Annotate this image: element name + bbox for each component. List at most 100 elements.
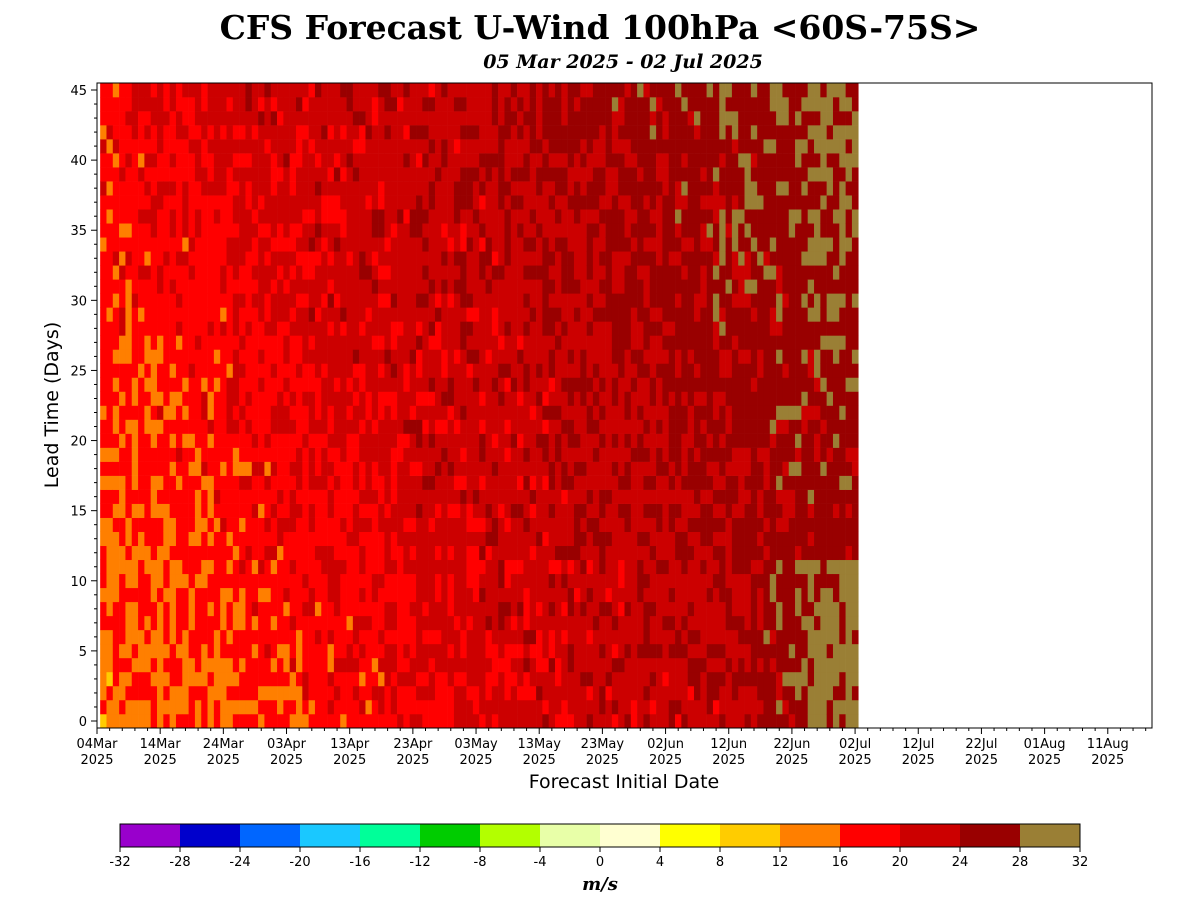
heatmap-cell [750, 615, 758, 631]
heatmap-cell [371, 433, 379, 448]
heatmap-cell [434, 573, 442, 589]
heatmap-cell [327, 139, 335, 154]
heatmap-cell [757, 699, 764, 715]
heatmap-cell [498, 363, 505, 378]
heatmap-cell [283, 489, 290, 504]
heatmap-cell [201, 629, 208, 645]
heatmap-cell [700, 573, 707, 589]
heatmap-cell [529, 251, 537, 266]
heatmap-cell [302, 517, 309, 532]
heatmap-cell [175, 97, 183, 112]
heatmap-cell [270, 713, 278, 729]
heatmap-cell [213, 153, 221, 168]
heatmap-cell [213, 321, 221, 336]
heatmap-cell [163, 657, 170, 673]
heatmap-cell [485, 615, 493, 631]
heatmap-cell [548, 111, 556, 126]
heatmap-cell [100, 419, 107, 434]
heatmap-cell [428, 97, 436, 112]
heatmap-cell [536, 195, 543, 210]
heatmap-cell [763, 139, 771, 154]
heatmap-cell [567, 279, 575, 294]
heatmap-cell [485, 517, 493, 532]
heatmap-cell [239, 671, 246, 687]
heatmap-cell [573, 615, 581, 631]
heatmap-cell [182, 97, 189, 112]
heatmap-cell [479, 573, 486, 589]
heatmap-cell [264, 195, 272, 210]
heatmap-cell [479, 83, 486, 98]
heatmap-cell [548, 167, 556, 182]
heatmap-cell [352, 251, 360, 266]
heatmap-cell [182, 181, 189, 196]
heatmap-cell [175, 419, 183, 434]
heatmap-cell [403, 209, 411, 224]
heatmap-cell [270, 489, 278, 504]
heatmap-cell [188, 377, 196, 392]
heatmap-cell [504, 587, 512, 603]
heatmap-cell [542, 713, 549, 729]
heatmap-cell [289, 517, 297, 532]
heatmap-cell [510, 503, 518, 518]
heatmap-cell [340, 265, 347, 280]
heatmap-cell [643, 363, 651, 378]
heatmap-cell [460, 83, 467, 98]
heatmap-cell [409, 587, 417, 603]
heatmap-cell [422, 489, 429, 504]
heatmap-cell [157, 405, 164, 420]
heatmap-cell [194, 573, 202, 589]
heatmap-cell [700, 461, 707, 476]
heatmap-cell [573, 377, 581, 392]
heatmap-cell [194, 237, 202, 252]
heatmap-cell [245, 237, 253, 252]
heatmap-cell [106, 671, 114, 687]
heatmap-cell [706, 629, 714, 645]
heatmap-cell [175, 307, 183, 322]
heatmap-cell [194, 713, 202, 729]
heatmap-cell [277, 671, 284, 687]
heatmap-cell [573, 293, 581, 308]
heatmap-cell [700, 265, 707, 280]
heatmap-cell [580, 685, 587, 701]
heatmap-cell [131, 377, 139, 392]
heatmap-cell [359, 279, 366, 294]
heatmap-cell [656, 251, 663, 266]
heatmap-cell [712, 377, 720, 392]
heatmap-cell [352, 643, 360, 659]
heatmap-cell [138, 657, 145, 673]
heatmap-cell [125, 643, 133, 659]
heatmap-cell [630, 545, 638, 561]
heatmap-cell [529, 601, 537, 617]
heatmap-cell [491, 657, 499, 673]
heatmap-cell [365, 587, 373, 603]
heatmap-cell [630, 405, 638, 420]
heatmap-cell [239, 265, 246, 280]
heatmap-cell [548, 685, 556, 701]
heatmap-cell [618, 307, 625, 322]
heatmap-cell [251, 503, 259, 518]
heatmap-cell [529, 349, 537, 364]
heatmap-cell [675, 279, 682, 294]
heatmap-cell [239, 377, 246, 392]
heatmap-cell [662, 559, 670, 575]
heatmap-cell [776, 349, 783, 364]
heatmap-cell [163, 503, 170, 518]
heatmap-cell [656, 475, 663, 490]
heatmap-cell [333, 363, 341, 378]
heatmap-cell [523, 685, 531, 701]
heatmap-cell [630, 489, 638, 504]
heatmap-cell [119, 657, 126, 673]
heatmap-cell [605, 447, 613, 462]
heatmap-cell [605, 489, 613, 504]
heatmap-cell [157, 685, 164, 701]
heatmap-cell [277, 279, 284, 294]
heatmap-cell [548, 265, 556, 280]
heatmap-cell [586, 489, 594, 504]
heatmap-cell [378, 153, 385, 168]
heatmap-cell [719, 489, 726, 504]
heatmap-cell [346, 657, 354, 673]
heatmap-cell [119, 307, 126, 322]
heatmap-cell [201, 517, 208, 532]
heatmap-cell [321, 531, 328, 547]
heatmap-cell [776, 489, 783, 504]
